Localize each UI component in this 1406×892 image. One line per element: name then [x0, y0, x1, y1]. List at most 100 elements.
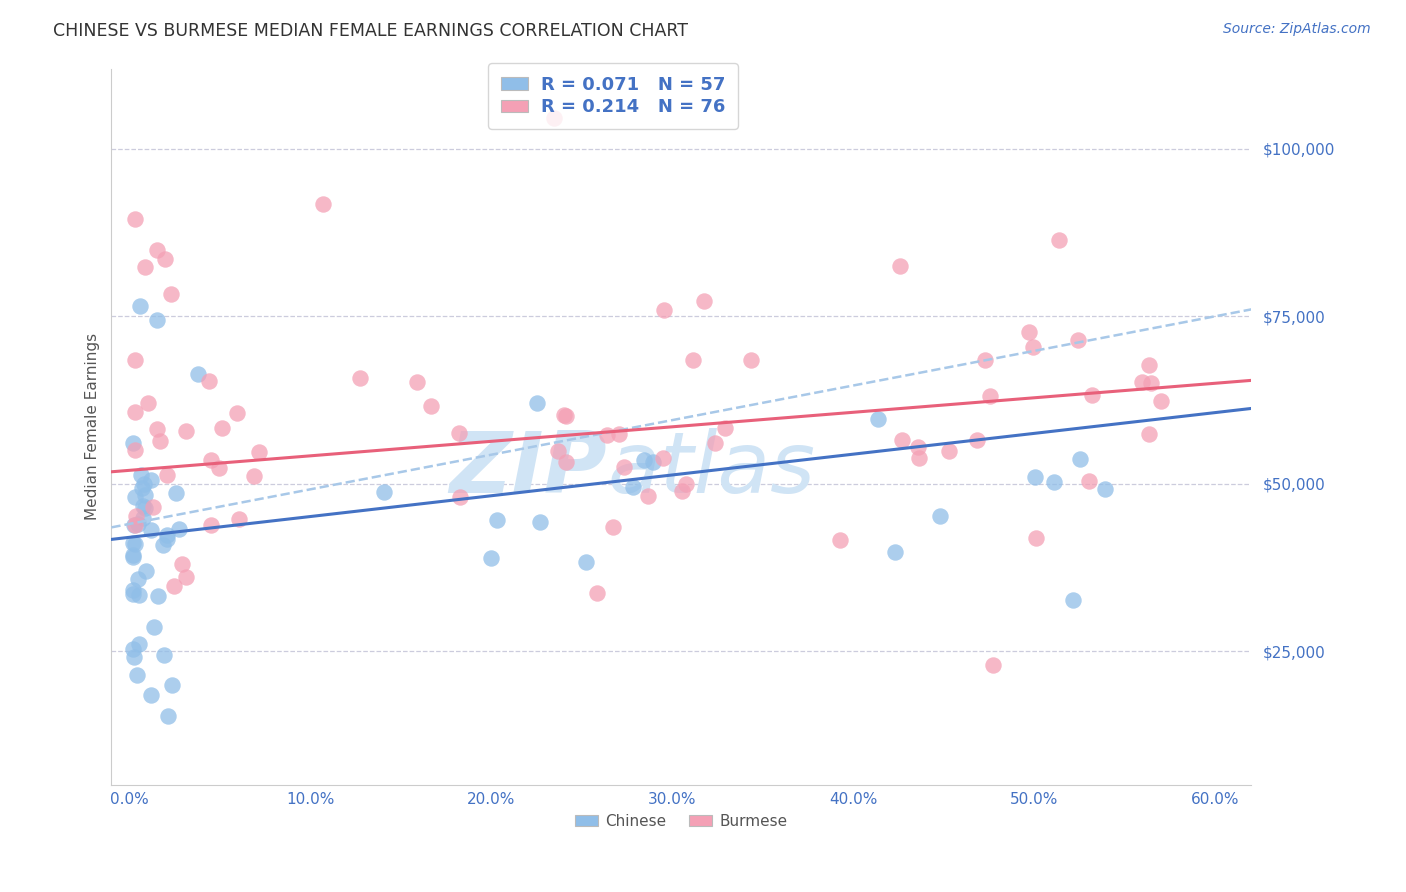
Point [671, 483, 693, 498]
Point [883, 545, 905, 559]
Point [146, 312, 169, 326]
Point [966, 433, 988, 447]
Point [1066, 333, 1088, 347]
Point [132, 511, 155, 525]
Point [526, 396, 548, 410]
Point [167, 522, 190, 536]
Point [586, 586, 609, 600]
Point [155, 252, 177, 267]
Point [1078, 475, 1101, 489]
Point [1094, 482, 1116, 496]
Point [621, 480, 644, 494]
Point [139, 688, 162, 702]
Point [714, 420, 737, 434]
Point [142, 500, 165, 515]
Point [553, 408, 575, 422]
Point [607, 426, 630, 441]
Point [122, 535, 145, 549]
Point [602, 520, 624, 534]
Point [174, 570, 197, 584]
Point [135, 565, 157, 579]
Point [1024, 470, 1046, 484]
Point [929, 508, 952, 523]
Point [1140, 376, 1163, 390]
Point [652, 450, 675, 465]
Point [122, 549, 145, 564]
Y-axis label: Median Female Earnings: Median Female Earnings [86, 334, 100, 520]
Point [1025, 531, 1047, 545]
Point [613, 459, 636, 474]
Point [682, 352, 704, 367]
Point [124, 490, 146, 504]
Point [596, 427, 619, 442]
Point [122, 650, 145, 665]
Point [128, 588, 150, 602]
Point [146, 589, 169, 603]
Point [122, 549, 145, 563]
Point [312, 197, 335, 211]
Point [134, 501, 156, 516]
Point [124, 537, 146, 551]
Point [124, 518, 146, 533]
Point [543, 112, 565, 126]
Point [1047, 233, 1070, 247]
Point [890, 434, 912, 448]
Point [139, 523, 162, 537]
Point [1137, 426, 1160, 441]
Point [136, 396, 159, 410]
Point [889, 260, 911, 274]
Point [122, 518, 145, 533]
Point [124, 353, 146, 368]
Point [740, 353, 762, 368]
Point [555, 455, 578, 469]
Point [211, 421, 233, 435]
Point [449, 426, 471, 441]
Point [122, 435, 145, 450]
Point [449, 490, 471, 504]
Text: atlas: atlas [607, 428, 815, 511]
Point [1043, 475, 1066, 489]
Point [124, 405, 146, 419]
Point [981, 657, 1004, 672]
Point [828, 533, 851, 547]
Point [637, 489, 659, 503]
Point [633, 452, 655, 467]
Point [159, 286, 181, 301]
Point [1018, 326, 1040, 340]
Point [555, 409, 578, 424]
Point [134, 487, 156, 501]
Point [208, 460, 231, 475]
Point [129, 299, 152, 313]
Point [675, 477, 697, 491]
Point [907, 440, 929, 454]
Point [1069, 452, 1091, 467]
Point [866, 412, 889, 426]
Point [131, 468, 153, 483]
Point [479, 551, 502, 566]
Point [131, 481, 153, 495]
Point [163, 579, 186, 593]
Point [160, 678, 183, 692]
Point [349, 370, 371, 384]
Point [156, 532, 179, 546]
Point [420, 400, 443, 414]
Point [134, 260, 156, 274]
Point [170, 557, 193, 571]
Point [406, 375, 429, 389]
Point [139, 473, 162, 487]
Point [486, 513, 509, 527]
Point [1137, 359, 1160, 373]
Point [125, 667, 148, 681]
Point [1062, 593, 1084, 607]
Point [643, 455, 665, 469]
Point [176, 424, 198, 438]
Point [373, 484, 395, 499]
Point [1080, 388, 1102, 402]
Point [654, 302, 676, 317]
Point [152, 538, 174, 552]
Point [146, 422, 169, 436]
Point [142, 620, 165, 634]
Point [703, 436, 725, 450]
Point [122, 642, 145, 657]
Point [938, 443, 960, 458]
